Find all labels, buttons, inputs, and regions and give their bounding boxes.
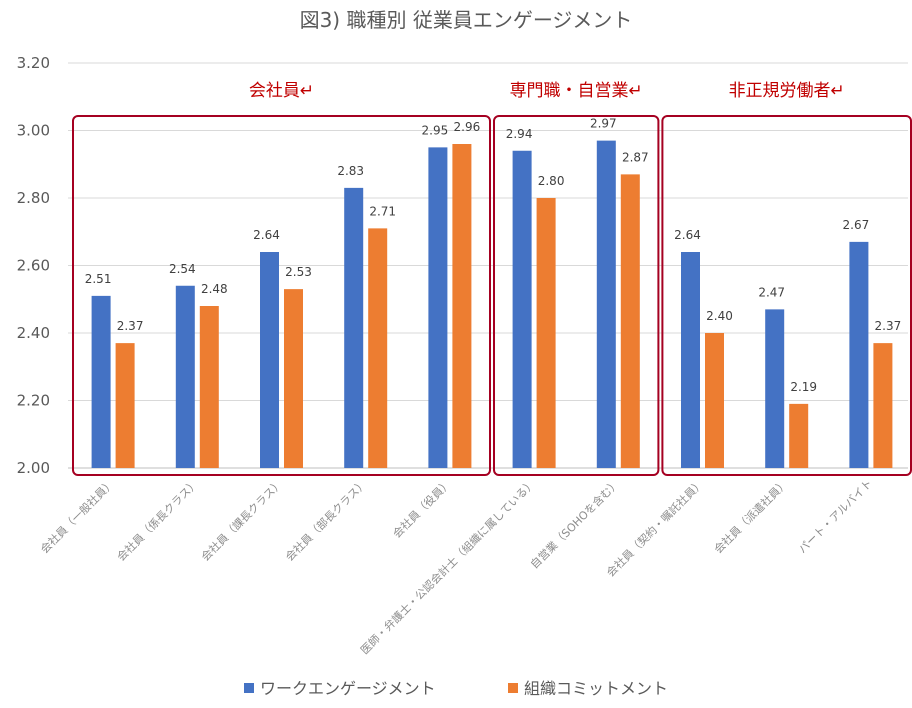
x-axis: 会社員（一般社員）会社員（係長クラス）会社員（課長クラス）会社員（部長クラス） 会… — [37, 476, 875, 657]
bar-org-commitment — [873, 343, 893, 468]
data-label: 2.71 — [369, 204, 396, 218]
data-label: 2.37 — [875, 319, 902, 333]
group-label: 会社員↵ — [249, 81, 314, 101]
bar-org-commitment — [115, 343, 135, 468]
bar-work-engagement — [428, 147, 448, 468]
bars — [91, 140, 893, 468]
group-label: 専門職・自営業↵ — [510, 81, 643, 101]
y-tick-label: 2.80 — [17, 189, 50, 207]
y-tick-label: 3.00 — [17, 122, 50, 140]
bar-org-commitment — [789, 403, 809, 468]
x-tick-label: 会社員（係長クラス） — [114, 476, 202, 564]
bar-work-engagement — [765, 309, 785, 468]
data-label: 2.95 — [422, 123, 449, 137]
data-label: 2.80 — [538, 174, 565, 188]
data-label: 2.83 — [337, 164, 364, 178]
x-tick-label: 自営業（SOHOを含む） — [527, 476, 622, 571]
bar-org-commitment — [536, 198, 556, 468]
bar-work-engagement — [849, 241, 869, 468]
bar-work-engagement — [512, 150, 532, 468]
data-label: 2.48 — [201, 282, 228, 296]
legend: ワークエンゲージメント 組織コミットメント — [244, 679, 668, 698]
bar-work-engagement — [596, 140, 616, 468]
data-label: 2.97 — [590, 117, 617, 131]
bar-work-engagement — [344, 187, 364, 468]
bar-org-commitment — [620, 174, 640, 468]
data-label: 2.94 — [506, 127, 533, 141]
x-tick-label: パート・アルバイト — [796, 477, 875, 556]
group-box — [661, 115, 912, 476]
chart-title: 図3) 職種別 従業員エンゲージメント — [300, 8, 633, 32]
group-box — [72, 115, 491, 476]
legend-label: 組織コミットメント — [524, 679, 668, 698]
y-tick-label: 2.20 — [17, 392, 50, 410]
data-label: 2.67 — [843, 218, 870, 232]
y-axis: 2.00 2.20 2.40 2.60 2.80 3.00 3.20 — [17, 54, 50, 477]
x-tick-label: 会社員（派遣社員） — [711, 476, 791, 556]
y-tick-label: 2.40 — [17, 324, 50, 342]
y-tick-label: 3.20 — [17, 54, 50, 72]
x-tick-label: 会社員（一般社員） — [37, 476, 117, 556]
group-annotations: 会社員↵ 専門職・自営業↵ 非正規労働者↵ — [72, 81, 912, 476]
x-tick-label: 医師・弁護士・公認会計士（組織に属している） — [357, 476, 538, 657]
data-label: 2.64 — [674, 228, 701, 242]
bar-org-commitment — [705, 333, 724, 468]
data-label: 2.37 — [117, 319, 144, 333]
data-label: 2.40 — [706, 309, 733, 323]
data-label: 2.87 — [622, 150, 649, 164]
data-label: 2.47 — [758, 285, 785, 299]
group-box — [493, 115, 660, 476]
data-labels: 2.51 2.54 2.64 2.83 2.95 2.94 2.97 2.64 2.47 2.67… — [85, 117, 902, 394]
x-tick-label: 会社員（部長クラス） — [282, 476, 370, 564]
bar-org-commitment — [452, 144, 472, 468]
data-label: 2.96 — [454, 120, 481, 134]
bar-work-engagement — [91, 295, 111, 468]
bar-work-engagement — [175, 285, 195, 468]
y-tick-label: 2.60 — [17, 257, 50, 275]
bar-org-commitment — [199, 306, 219, 468]
legend-swatch — [244, 683, 254, 693]
bar-work-engagement — [260, 252, 279, 468]
legend-label: ワークエンゲージメント — [260, 679, 436, 698]
bar-work-engagement — [681, 252, 700, 468]
bar-org-commitment — [368, 228, 388, 468]
data-label: 2.19 — [790, 380, 817, 394]
data-label: 2.53 — [285, 265, 312, 279]
data-label: 2.64 — [253, 228, 280, 242]
bar-org-commitment — [284, 289, 303, 468]
data-label: 2.54 — [169, 262, 196, 276]
x-tick-label: 会社員（課長クラス） — [198, 476, 286, 564]
x-tick-label: 会社員（契約・嘱託社員） — [603, 476, 706, 579]
legend-swatch — [508, 683, 518, 693]
group-label: 非正規労働者↵ — [729, 81, 845, 101]
x-tick-label: 会社員（役員） — [390, 476, 454, 540]
y-tick-label: 2.00 — [17, 459, 50, 477]
data-label: 2.51 — [85, 272, 112, 286]
